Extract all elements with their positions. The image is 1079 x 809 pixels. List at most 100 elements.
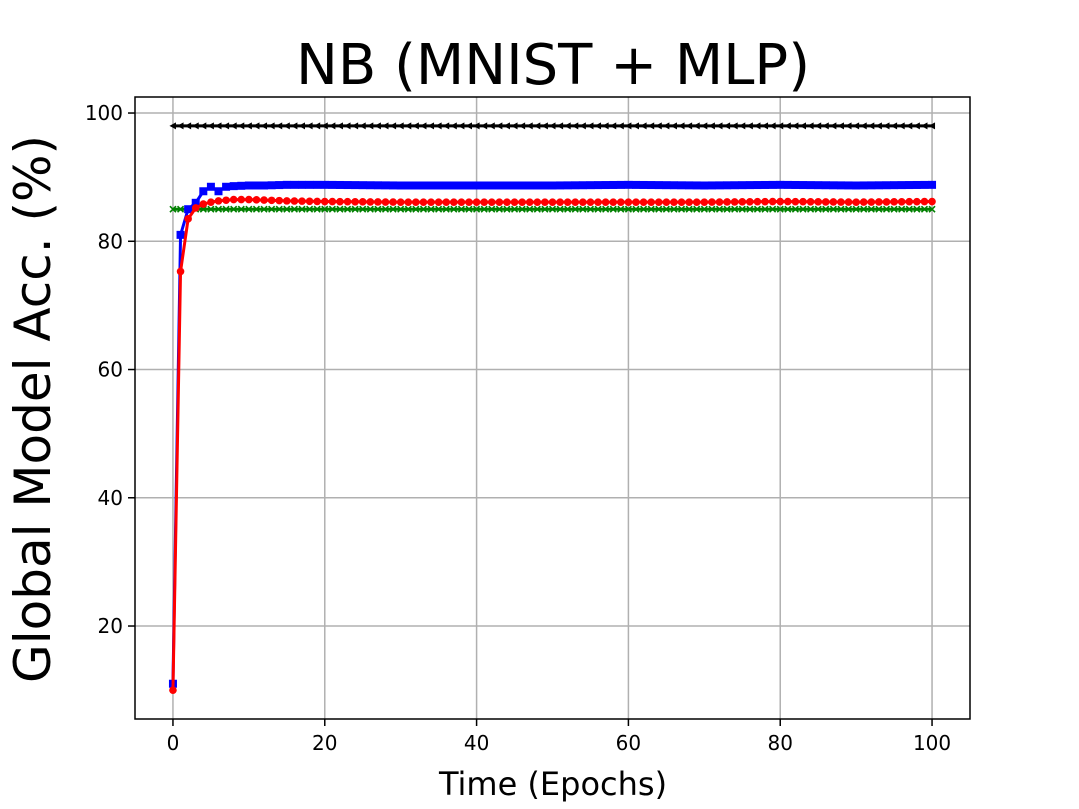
data-point [799,197,807,206]
data-point [882,198,891,206]
data-point [359,122,366,130]
data-point [814,181,823,190]
y-axis-label: Global Model Acc. (%) [4,135,62,683]
data-point [685,181,694,190]
data-point [336,197,344,206]
data-point [275,122,283,130]
data-point [670,198,678,206]
data-point [640,122,647,130]
y-axis-ticks: 20 40 60 80 100 [85,101,135,638]
data-point [662,205,670,213]
data-point [518,181,527,190]
data-point [647,181,656,190]
data-point [905,181,914,190]
data-point [169,686,177,694]
data-point [556,205,564,213]
data-point [389,181,398,190]
data-point [510,198,519,206]
data-point [753,181,762,190]
data-point [761,197,769,206]
data-point [525,181,534,190]
data-point [435,205,443,213]
data-point [343,181,352,190]
data-point [335,180,344,189]
data-point [609,198,618,206]
data-point [700,198,709,206]
data-point [290,180,299,189]
data-point [822,122,829,130]
y-tick-label: 40 [98,486,123,510]
data-point [624,122,632,130]
data-point [192,122,199,130]
data-point [624,205,632,213]
data-point [176,230,185,239]
data-point [245,122,252,130]
data-point [215,122,222,130]
data-point [495,181,504,190]
data-point [799,181,807,190]
data-point [829,198,838,206]
data-point [844,181,853,190]
data-point [708,205,716,213]
data-point [716,122,723,130]
data-point [404,122,412,130]
data-point [745,181,754,190]
data-point [450,205,458,213]
data-point [396,198,405,206]
data-point [381,198,390,206]
data-point [419,181,428,190]
data-point [647,205,655,213]
data-point [829,181,838,190]
y-tick-label: 80 [98,229,123,253]
data-point [609,205,617,213]
data-point [252,122,260,130]
data-point [814,122,822,130]
data-point [905,122,913,130]
data-point [564,205,572,213]
data-point [594,198,602,206]
data-point [768,197,777,206]
data-point [594,181,603,190]
data-point [890,181,899,190]
data-point [662,122,670,130]
data-point [252,181,261,190]
data-point [457,198,466,206]
data-point [510,181,519,190]
data-point [700,181,709,190]
data-point [290,122,298,130]
data-point [624,180,633,189]
data-point [366,181,375,190]
data-point [928,180,937,189]
data-point [533,181,542,190]
data-point [753,197,762,206]
data-point [434,181,443,190]
data-point [639,180,648,189]
data-point [784,205,792,213]
data-point [268,122,275,130]
data-point [920,180,929,189]
data-point [829,205,837,213]
data-point [731,205,739,213]
data-point [564,122,571,130]
data-point [321,205,329,213]
data-point [601,198,610,206]
data-point [890,205,898,213]
data-point [199,200,208,208]
data-point [495,122,503,130]
data-point [336,205,344,213]
x-tick-label: 60 [616,731,641,755]
data-point [890,198,898,206]
data-point [177,122,184,130]
data-point [670,205,678,213]
data-point [510,205,519,213]
data-point [601,181,610,190]
data-point [541,205,549,213]
data-point [191,198,200,207]
data-point [602,205,610,213]
data-point [457,181,466,190]
data-point [548,181,557,190]
data-point [283,122,290,130]
data-point [518,122,526,130]
data-point [328,197,337,206]
